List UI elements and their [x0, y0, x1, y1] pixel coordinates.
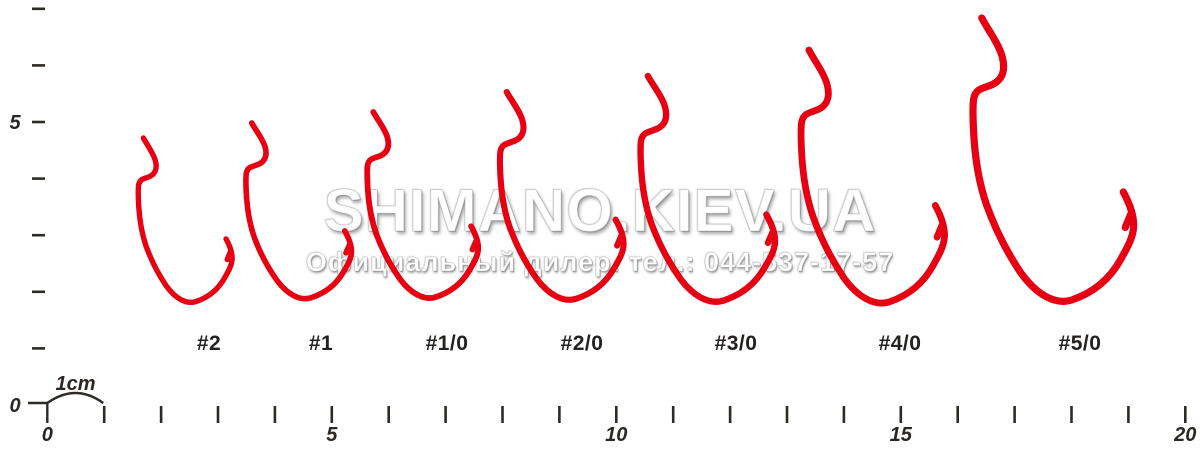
- scale-arc: [46, 391, 104, 404]
- ruler-origin-corner: [28, 401, 49, 423]
- watermark-dealer-phone-text: Официальный дилер. тел.: 044-537-17-57: [305, 247, 895, 277]
- hooks-group: [138, 18, 1133, 303]
- hook-#4/0: [801, 50, 945, 303]
- hook-#2: [138, 138, 232, 302]
- hook-size-label: #2/0: [561, 332, 604, 355]
- hook-#3/0: [640, 76, 775, 302]
- hook-size-label: #1: [309, 332, 333, 355]
- v-ruler-label-0: 0: [9, 395, 20, 417]
- hook-size-label: #3/0: [715, 332, 758, 355]
- hook-labels-group: #2 #1 #1/0 #2/0 #3/0 #4/0 #5/0: [197, 332, 1102, 355]
- h-ruler-label-15: 15: [890, 424, 913, 446]
- watermark: SHIMANO.KIEV.UA Официальный дилер. тел.:…: [0, 177, 1200, 277]
- hook-#1: [246, 123, 352, 299]
- hook-size-label: #4/0: [879, 332, 922, 355]
- h-ruler-label-0: 0: [42, 424, 53, 446]
- v-ruler-label-5: 5: [9, 112, 21, 134]
- hook-size-label: #5/0: [1059, 332, 1102, 355]
- hook-#1/0: [367, 112, 478, 298]
- rulers-group: 0 5 10 15 20 5 0 1cm: [9, 7, 1196, 446]
- h-ruler-label-5: 5: [326, 424, 338, 446]
- scale-label: 1cm: [55, 373, 95, 395]
- h-ruler-label-10: 10: [605, 424, 627, 446]
- watermark-site-text: SHIMANO.KIEV.UA: [323, 177, 877, 244]
- hook-size-label: #2: [197, 332, 221, 355]
- hook-size-label: #1/0: [426, 332, 469, 355]
- hook-#2/0: [500, 92, 624, 300]
- h-ruler-label-20: 20: [1173, 424, 1196, 446]
- hook-#5/0: [973, 18, 1134, 301]
